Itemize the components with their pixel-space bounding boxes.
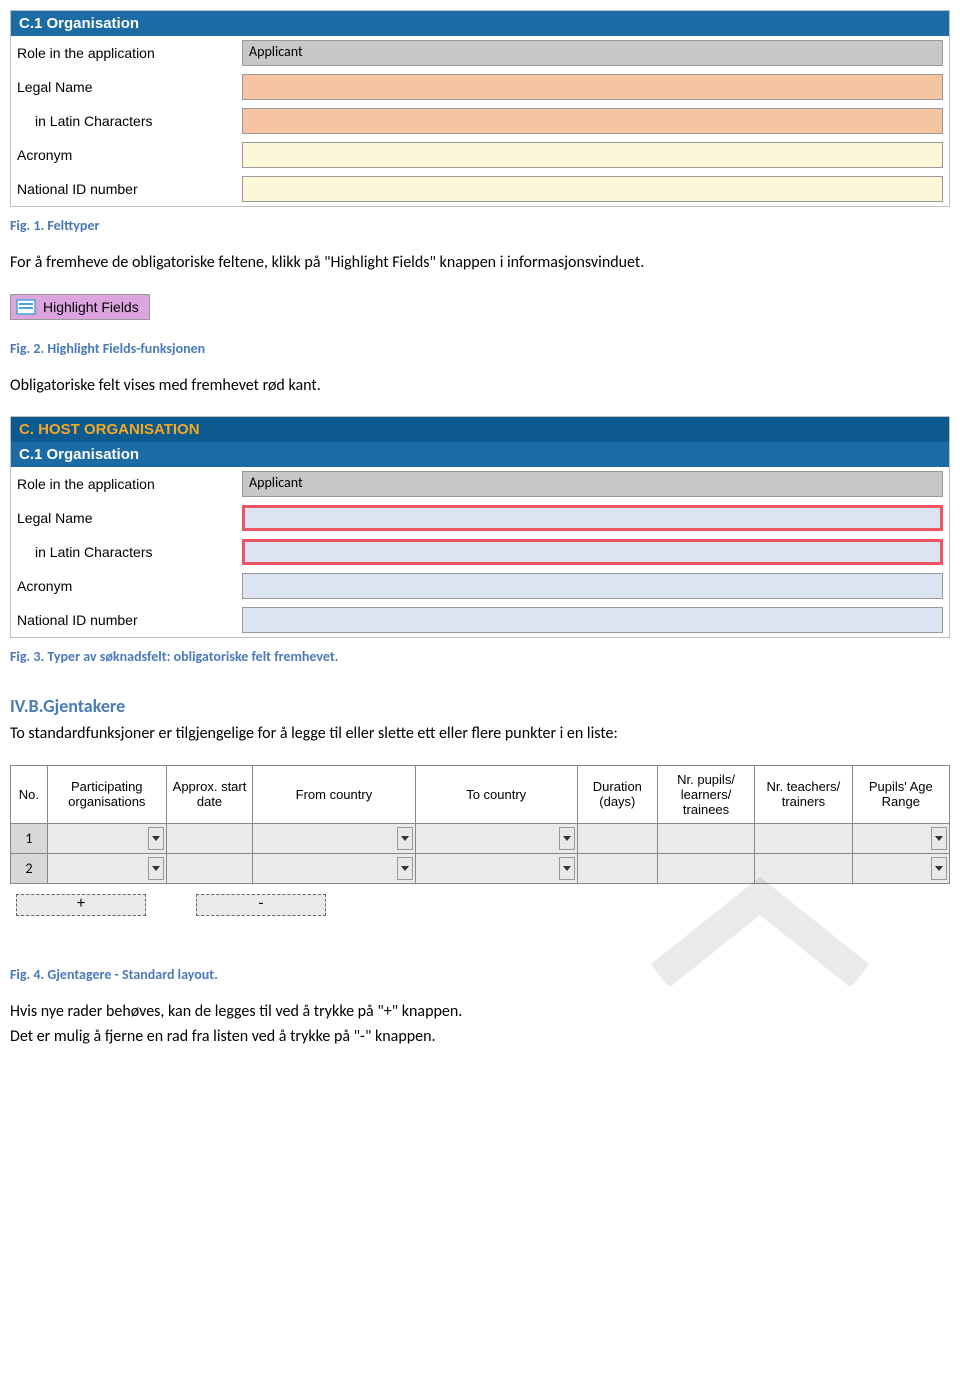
row-role: Role in the application Applicant — [11, 36, 949, 70]
section-header-c1-b: C.1 Organisation — [11, 442, 949, 467]
chevron-up-icon — [650, 876, 870, 986]
label-legal-name: Legal Name — [17, 79, 242, 95]
caption-fig3: Fig. 3. Typer av søknadsfelt: obligatori… — [10, 648, 950, 665]
heading-iv-b: IV.B.Gjentakere — [10, 695, 950, 717]
field-natid-b[interactable] — [242, 607, 943, 633]
form-host-organisation: C. HOST ORGANISATION C.1 Organisation Ro… — [10, 416, 950, 638]
th-org: Participating organisations — [47, 765, 166, 823]
row-natid: National ID number — [11, 172, 949, 206]
field-legal-b[interactable] — [242, 505, 943, 531]
cell-no-2: 2 — [11, 853, 48, 883]
field-acronym[interactable] — [242, 142, 943, 168]
section-header-c1: C.1 Organisation — [11, 11, 949, 36]
label-role-b: Role in the application — [17, 476, 242, 492]
chevron-down-icon[interactable] — [931, 827, 947, 850]
th-pupils: Nr. pupils/ learners/ trainees — [657, 765, 754, 823]
cell-pupils-1[interactable] — [657, 823, 754, 853]
row-legal-name: Legal Name — [11, 70, 949, 104]
row-acronym: Acronym — [11, 138, 949, 172]
paragraph-2: Obligatoriske felt vises med fremhevet r… — [10, 375, 950, 397]
table-header-row: No. Participating organisations Approx. … — [11, 765, 950, 823]
label-latin: in Latin Characters — [17, 113, 242, 129]
cell-from-2[interactable] — [253, 853, 415, 883]
row-natid-b: National ID number — [11, 603, 949, 637]
cell-dur-1[interactable] — [577, 823, 657, 853]
field-acronym-b[interactable] — [242, 573, 943, 599]
row-latin: in Latin Characters — [11, 104, 949, 138]
label-legal-b: Legal Name — [17, 510, 242, 526]
th-age: Pupils' Age Range — [852, 765, 949, 823]
section-header-host: C. HOST ORGANISATION — [11, 417, 949, 442]
label-latin-b: in Latin Characters — [17, 544, 242, 560]
th-dur: Duration (days) — [577, 765, 657, 823]
th-teach: Nr. teachers/ trainers — [755, 765, 852, 823]
repeater-table: No. Participating organisations Approx. … — [10, 765, 950, 884]
label-natid-b: National ID number — [17, 612, 242, 628]
paragraph-4: Hvis nye rader behøves, kan de legges ti… — [10, 1001, 950, 1023]
label-acronym-b: Acronym — [17, 578, 242, 594]
row-latin-b: in Latin Characters — [11, 535, 949, 569]
highlight-fields-label: Highlight Fields — [43, 299, 139, 315]
row-acronym-b: Acronym — [11, 569, 949, 603]
cell-to-2[interactable] — [415, 853, 577, 883]
field-latin-b[interactable] — [242, 539, 943, 565]
chevron-down-icon[interactable] — [559, 827, 575, 850]
cell-from-1[interactable] — [253, 823, 415, 853]
add-row-button[interactable]: + — [16, 894, 146, 916]
chevron-down-icon[interactable] — [148, 857, 164, 880]
th-date: Approx. start date — [166, 765, 253, 823]
label-acronym: Acronym — [17, 147, 242, 163]
row-legal-b: Legal Name — [11, 501, 949, 535]
chevron-down-icon[interactable] — [397, 857, 413, 880]
table-row: 1 — [11, 823, 950, 853]
form-c1-organisation: C.1 Organisation Role in the application… — [10, 10, 950, 207]
chevron-down-icon[interactable] — [397, 827, 413, 850]
field-natid[interactable] — [242, 176, 943, 202]
cell-org-1[interactable] — [47, 823, 166, 853]
cell-org-2[interactable] — [47, 853, 166, 883]
highlight-icon — [15, 298, 37, 316]
th-to: To country — [415, 765, 577, 823]
cell-date-1[interactable] — [166, 823, 253, 853]
field-role[interactable]: Applicant — [242, 40, 943, 66]
cell-date-2[interactable] — [166, 853, 253, 883]
paragraph-3: To standardfunksjoner er tilgjengelige f… — [10, 723, 950, 745]
cell-to-1[interactable] — [415, 823, 577, 853]
caption-fig1: Fig. 1. Felttyper — [10, 217, 950, 234]
label-natid: National ID number — [17, 181, 242, 197]
chevron-down-icon[interactable] — [559, 857, 575, 880]
field-legal-name[interactable] — [242, 74, 943, 100]
caption-fig2: Fig. 2. Highlight Fields-funksjonen — [10, 340, 950, 357]
cell-no-1: 1 — [11, 823, 48, 853]
field-latin[interactable] — [242, 108, 943, 134]
field-role-b[interactable]: Applicant — [242, 471, 943, 497]
chevron-down-icon[interactable] — [148, 827, 164, 850]
highlight-fields-button[interactable]: Highlight Fields — [10, 294, 150, 320]
cell-age-1[interactable] — [852, 823, 949, 853]
th-from: From country — [253, 765, 415, 823]
label-role: Role in the application — [17, 45, 242, 61]
paragraph-5: Det er mulig å fjerne en rad fra listen … — [10, 1026, 950, 1048]
paragraph-1: For å fremheve de obligatoriske feltene,… — [10, 252, 950, 274]
remove-row-button[interactable]: - — [196, 894, 326, 916]
cell-dur-2[interactable] — [577, 853, 657, 883]
chevron-down-icon[interactable] — [931, 857, 947, 880]
row-role-b: Role in the application Applicant — [11, 467, 949, 501]
th-no: No. — [11, 765, 48, 823]
cell-teach-1[interactable] — [755, 823, 852, 853]
